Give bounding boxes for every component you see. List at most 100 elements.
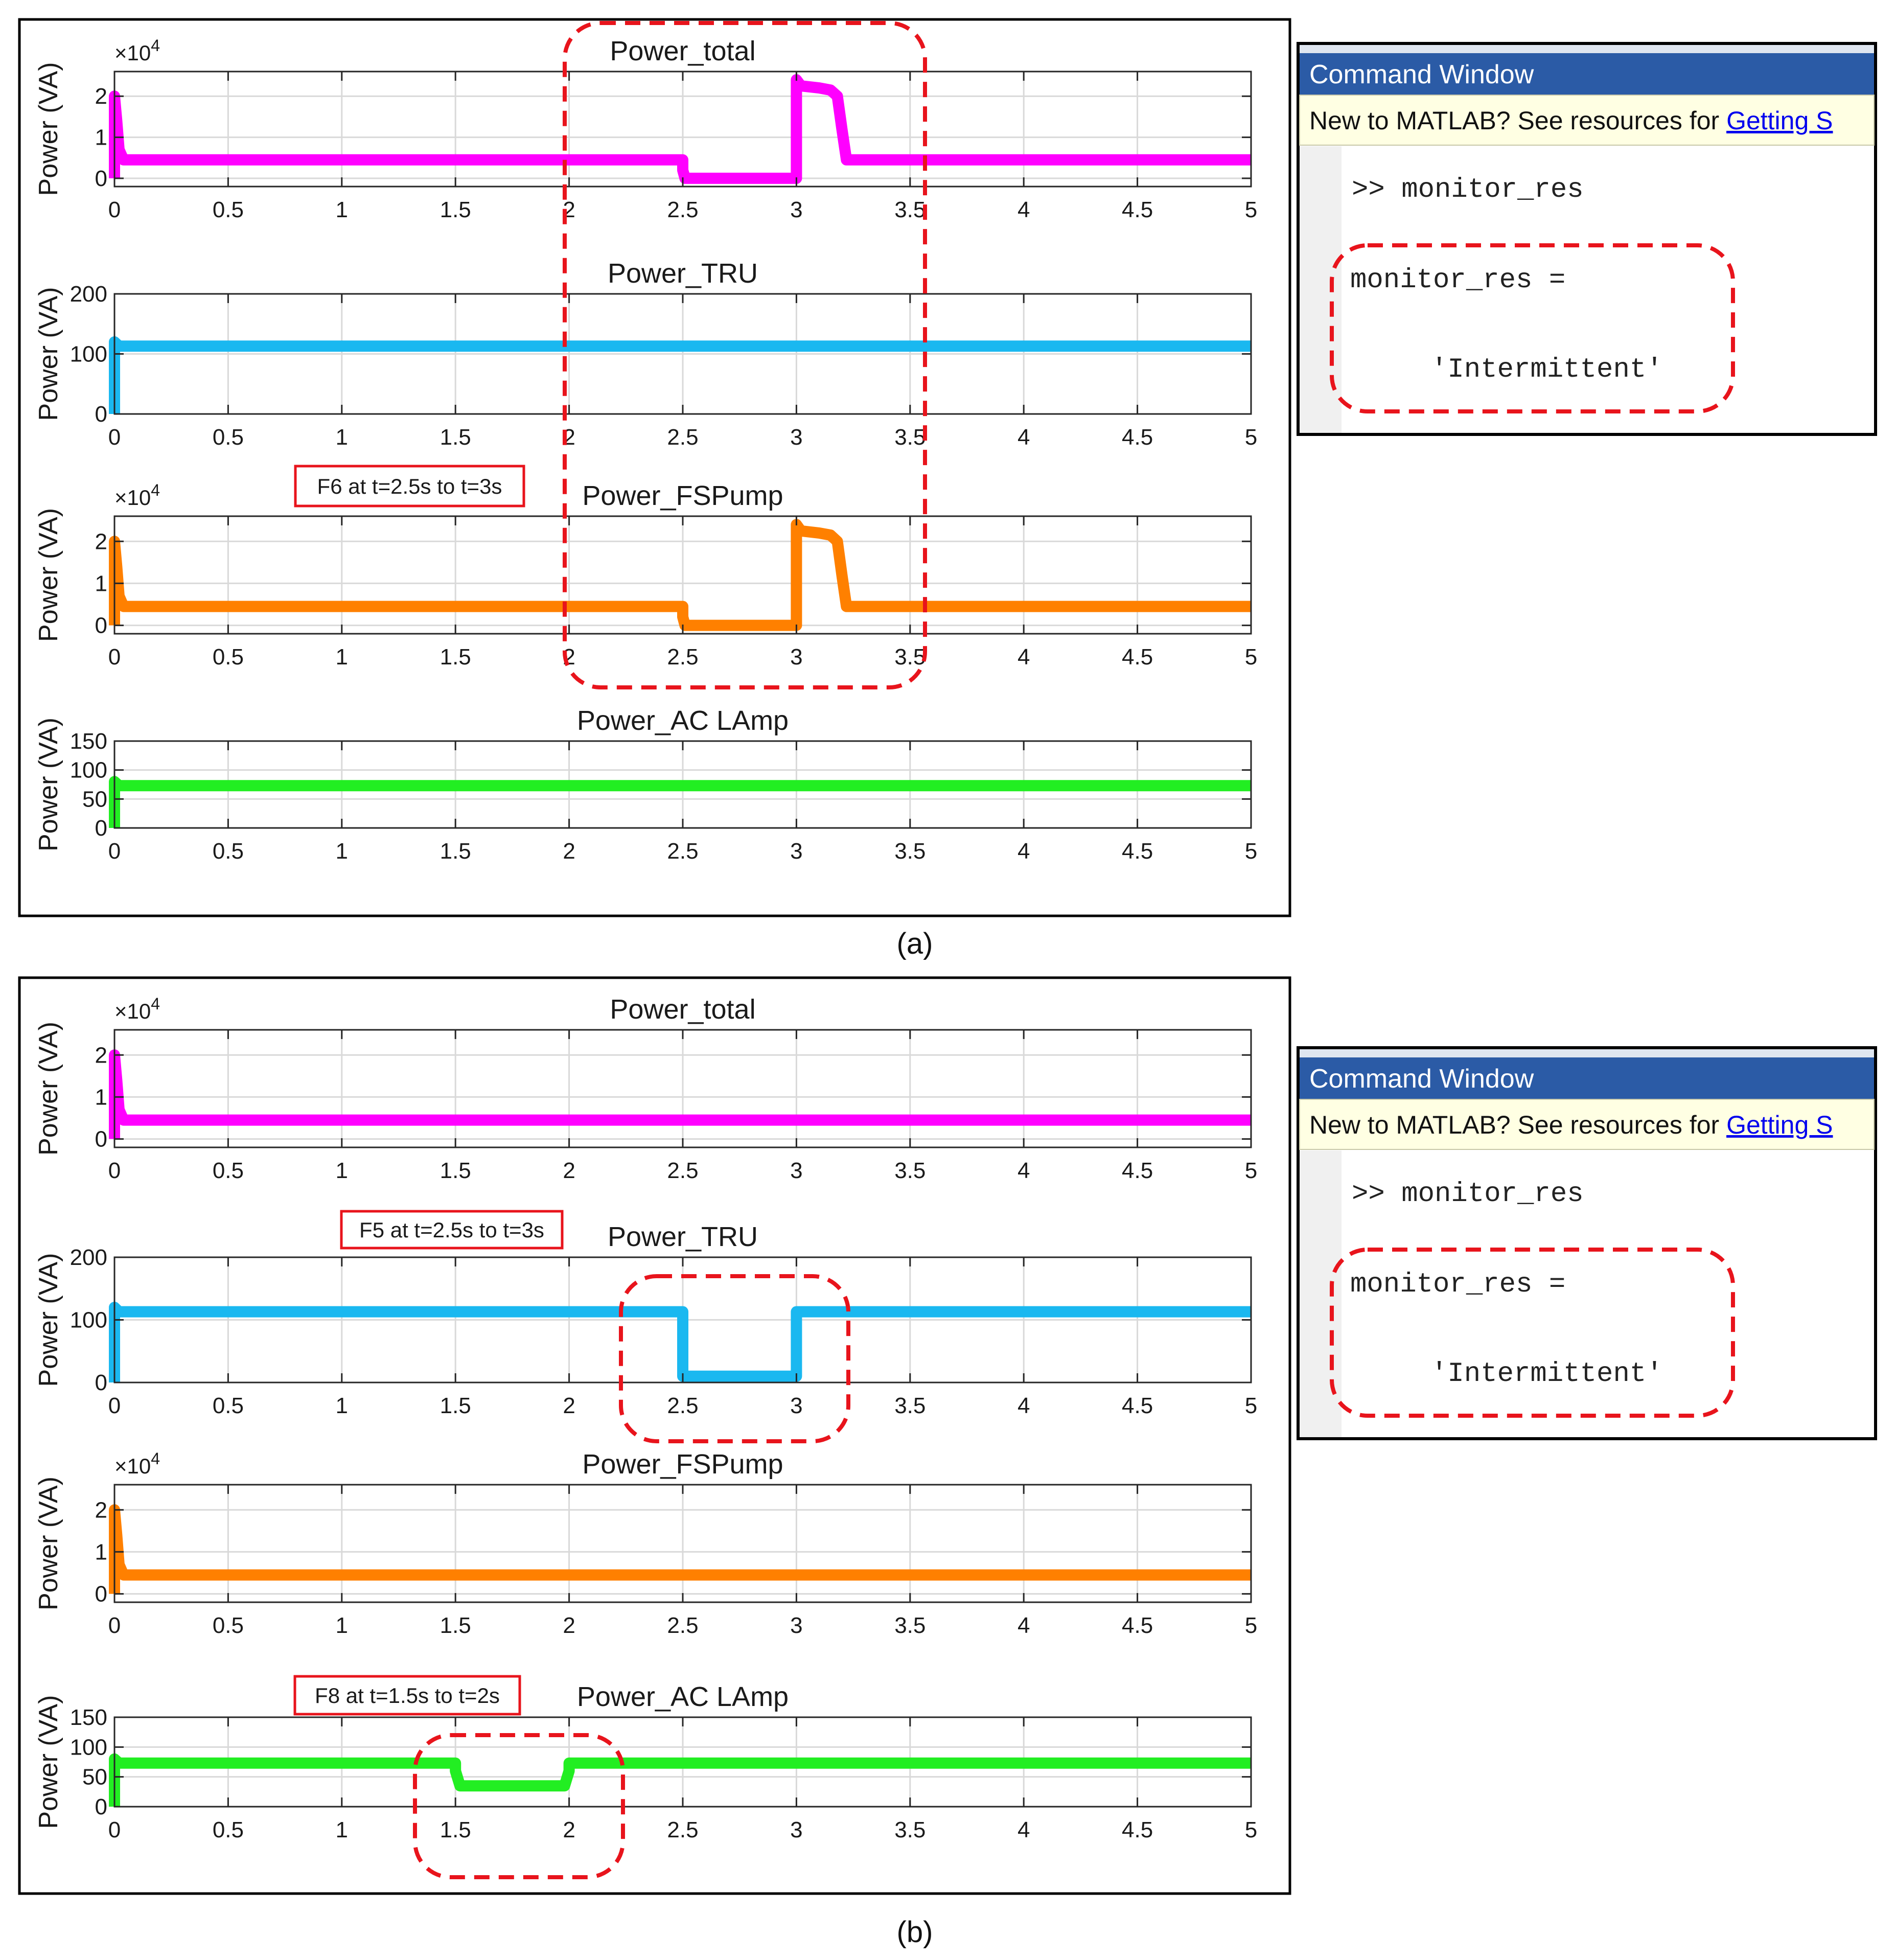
title-bar-top-strip [1300,1049,1874,1057]
highlight-box-a-interval [563,21,927,689]
panel-caption-a: (a) [897,927,933,960]
getting-started-link[interactable]: Getting S [1726,106,1833,135]
result-variable: monitor_res = [1350,1269,1565,1300]
x-tick-label: 4 [1018,1393,1030,1418]
y-axis-label: Power (VA) [34,1022,63,1156]
x-tick-label: 2 [563,839,575,864]
x-tick-label: 5 [1245,1158,1257,1183]
command-window-title: Command Window [1309,1064,1534,1094]
y-tick-label: 150 [70,1705,107,1730]
subplot-a-1: 0 0.5 1 1.5 2 2.5 3 3.5 4 4.5 5012Power_totalPower… [34,36,1257,222]
x-tick-label: 5 [1245,197,1257,222]
x-tick-label: 3 [790,425,802,450]
x-tick-label: 0 [108,644,121,670]
fault-label-box [294,465,525,508]
x-tick-label: 4 [1018,1613,1030,1638]
x-tick-label: 1.5 [440,425,471,450]
x-tick-label: 4.5 [1122,1158,1153,1183]
y-tick-label: 2 [95,1043,107,1068]
command-window-2: Command Window New to MATLAB? See resourc… [1297,1046,1877,1440]
x-tick-label: 2.5 [667,1158,698,1183]
subplot-title: Power_AC LAmp [577,705,789,736]
x-tick-label: 3 [790,1158,802,1183]
result-highlight-box [1330,1248,1735,1418]
y-exponent-label: ×104 [114,1449,160,1478]
y-tick-label: 150 [70,729,107,754]
x-tick-label: 1 [336,1393,348,1418]
subplot-title: Power_FSPump [582,480,783,511]
y-tick-label: 2 [95,529,107,554]
x-tick-label: 3.5 [894,425,926,450]
y-tick-label: 50 [82,787,107,812]
x-tick-label: 3 [790,1393,802,1418]
y-exponent-label: ×104 [114,481,160,510]
result-value: 'Intermittent' [1431,354,1663,385]
fault-label-box [340,1210,564,1250]
fault-label-text: F8 at t=1.5s to t=2s [315,1684,500,1708]
x-tick-label: 0 [108,1158,121,1183]
y-tick-label: 100 [70,342,107,367]
x-tick-label: 4.5 [1122,1613,1153,1638]
x-tick-label: 1 [336,197,348,222]
getting-started-link[interactable]: Getting S [1726,1111,1833,1139]
x-tick-label: 2.5 [667,197,698,222]
x-tick-label: 0 [108,839,121,864]
x-tick-label: 3 [790,644,802,670]
command-window-title-bar [1300,1057,1874,1099]
x-tick-label: 3.5 [894,644,926,670]
x-tick-label: 1.5 [440,644,471,670]
x-tick-label: 2.5 [667,425,698,450]
x-tick-label: 3.5 [894,1817,926,1842]
result-value: 'Intermittent' [1431,1358,1663,1390]
y-tick-label: 0 [95,1582,107,1607]
x-tick-label: 1 [336,839,348,864]
x-tick-label: 4.5 [1122,839,1153,864]
subplot-title: Power_TRU [608,1221,758,1252]
x-tick-label: 3 [790,197,802,222]
y-tick-label: 0 [95,1127,107,1152]
y-tick-label: 0 [95,1370,107,1395]
x-tick-label: 0.5 [213,1158,244,1183]
x-tick-label: 5 [1245,644,1257,670]
x-tick-label: 3.5 [894,197,926,222]
x-tick-label: 5 [1245,1393,1257,1418]
x-tick-label: 0.5 [213,1817,244,1842]
fault-label-text: F5 at t=2.5s to t=3s [359,1218,544,1242]
subplot-title: Power_FSPump [582,1449,783,1480]
y-tick-label: 2 [95,84,107,109]
series-line [109,74,1251,184]
x-tick-label: 0 [108,1817,121,1842]
x-tick-label: 3 [790,839,802,864]
x-tick-label: 3 [790,1817,802,1842]
y-exponent-label: ×104 [114,36,160,65]
x-tick-label: 0.5 [213,644,244,670]
panel-caption-b: (b) [897,1916,933,1949]
y-axis-label: Power (VA) [34,718,63,851]
subplot-b-3: 0 0.5 1 1.5 2 2.5 3 3.5 4 4.5 5 0 1 2 Power_FSPump Powe… [34,1449,1257,1638]
fault-label-b-lamp: F8 at t=1.5s to t=2s [293,1675,521,1716]
x-tick-label: 3.5 [894,1613,926,1638]
x-tick-label: 0 [108,1393,121,1418]
x-tick-label: 1 [336,1613,348,1638]
x-tick-label: 5 [1245,1817,1257,1842]
x-tick-label: 1.5 [440,839,471,864]
x-tick-label: 3.5 [894,1393,926,1418]
x-tick-label: 2.5 [667,1613,698,1638]
x-tick-label: 4.5 [1122,1393,1153,1418]
y-axis-label: Power (VA) [34,62,63,196]
y-axis-label: Power (VA) [34,1695,63,1829]
x-tick-label: 2.5 [667,1393,698,1418]
subplot-title: Power_total [610,36,755,66]
x-tick-label: 4 [1018,1817,1030,1842]
command-window-title: Command Window [1309,60,1534,89]
y-axis-label: Power (VA) [34,1253,63,1387]
x-tick-label: 3 [790,1613,802,1638]
x-tick-label: 4.5 [1122,425,1153,450]
x-tick-label: 1 [336,644,348,670]
x-tick-label: 2.5 [667,644,698,670]
fault-label-b-tru: F5 at t=2.5s to t=3s [340,1210,564,1250]
y-tick-label: 0 [95,613,107,638]
x-tick-label: 4 [1018,197,1030,222]
